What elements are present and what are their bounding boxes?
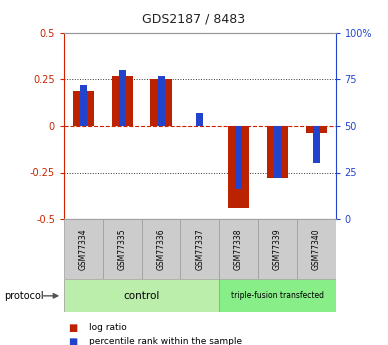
Text: GSM77340: GSM77340 <box>312 228 321 270</box>
Bar <box>142 219 180 279</box>
Bar <box>267 126 288 178</box>
Bar <box>306 126 327 134</box>
Bar <box>64 219 103 279</box>
Bar <box>119 70 126 126</box>
Bar <box>196 113 203 126</box>
Bar <box>64 279 219 312</box>
Bar <box>274 126 281 178</box>
Text: GSM77336: GSM77336 <box>156 228 166 270</box>
Bar <box>235 126 242 189</box>
Text: ■: ■ <box>68 323 77 333</box>
Text: triple-fusion transfected: triple-fusion transfected <box>231 291 324 300</box>
Bar <box>80 85 87 126</box>
Bar <box>258 219 297 279</box>
Bar <box>180 219 219 279</box>
Bar <box>151 79 172 126</box>
Text: GSM77339: GSM77339 <box>273 228 282 270</box>
Bar <box>228 126 249 208</box>
Bar <box>219 219 258 279</box>
Bar <box>73 90 94 126</box>
Bar <box>112 76 133 126</box>
Text: protocol: protocol <box>4 291 43 301</box>
Bar <box>158 76 165 126</box>
Text: GSM77337: GSM77337 <box>195 228 204 270</box>
Bar <box>297 219 336 279</box>
Text: GDS2187 / 8483: GDS2187 / 8483 <box>142 12 246 25</box>
Bar <box>313 126 320 163</box>
Text: GSM77335: GSM77335 <box>118 228 127 270</box>
Text: control: control <box>123 291 160 301</box>
Text: percentile rank within the sample: percentile rank within the sample <box>89 337 243 345</box>
Text: ■: ■ <box>68 337 77 345</box>
Text: GSM77338: GSM77338 <box>234 228 243 270</box>
Text: GSM77334: GSM77334 <box>79 228 88 270</box>
Bar <box>219 279 336 312</box>
Bar <box>103 219 142 279</box>
Text: log ratio: log ratio <box>89 323 127 332</box>
